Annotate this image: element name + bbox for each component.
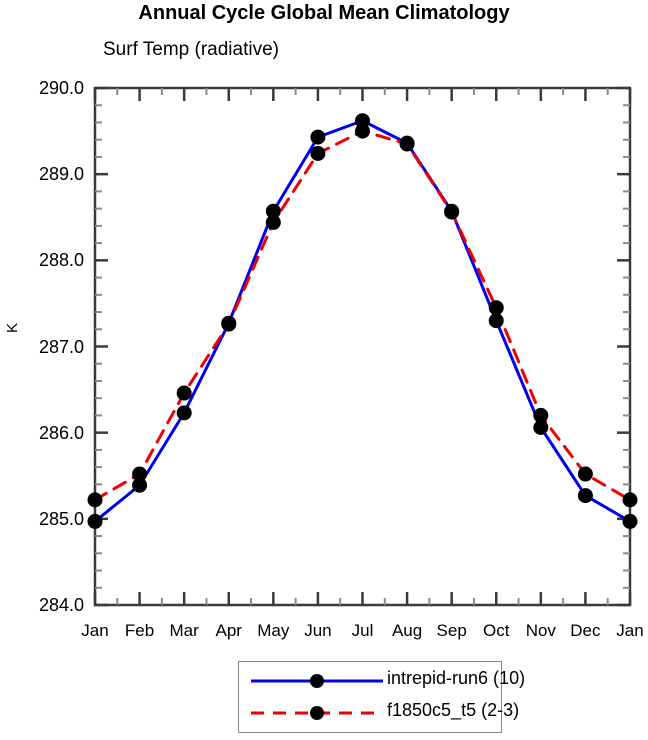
x-tick-label: Jan [616,621,644,640]
y-tick-label: 290.0 [38,78,84,98]
x-tick-label: Nov [525,621,556,640]
y-tick-label: 286.0 [38,422,84,443]
data-point [132,477,148,493]
y-tick-label: 287.0 [38,336,84,357]
data-point [87,492,103,508]
legend-item-1[interactable]: f1850c5_t5 (2-3) [239,698,519,728]
y-tick-label: 284.0 [38,595,84,615]
data-point [622,513,638,529]
data-point [265,203,281,219]
legend-swatch-series-1 [251,706,383,720]
data-point [577,466,593,482]
data-point [533,420,549,435]
data-point [310,129,326,145]
x-tick-label: Jun [304,621,332,640]
chart-subtitle: Surf Temp (radiative) [103,39,279,60]
x-tick-label: Oct [483,621,510,640]
x-tick-label: Apr [215,621,242,640]
x-tick-label: Jan [81,621,109,640]
data-point [488,300,504,316]
series-line-1 [93,129,632,502]
data-point [577,488,593,504]
data-point [310,145,326,161]
data-point [355,123,370,139]
data-point [355,113,370,129]
x-tick-label: May [257,621,290,640]
series-line-0 [93,119,632,523]
x-tick-label: Aug [391,621,423,640]
legend-swatch-series-0 [251,674,383,688]
data-point [87,513,103,529]
data-point [176,405,192,421]
legend-item-0[interactable]: intrepid-run6 (10) [239,666,525,696]
legend: intrepid-run6 (10) f1850c5_t5 (2-3) [238,661,525,733]
data-point [221,316,237,332]
x-tick-label: Jul [351,621,374,640]
data-point [399,136,415,152]
y-tick-label: 289.0 [38,164,84,185]
x-tick-label: Mar [169,621,199,640]
data-point [132,466,148,482]
x-tick-label: Sep [436,621,467,640]
data-point [444,204,460,220]
data-point [265,214,281,230]
legend-label-series-1: f1850c5_t5 (2-3) [387,700,520,720]
legend-label-series-0: intrepid-run6 (10) [387,668,526,688]
data-point [488,313,504,329]
x-tick-label: Dec [570,621,601,640]
y-tick-label: 285.0 [38,508,84,529]
data-point [533,407,549,423]
data-point [176,385,192,401]
data-point [622,492,638,508]
plot-frame [93,86,632,607]
chart-title: Annual Cycle Global Mean Climatology [138,2,510,24]
x-tick-label: Feb [124,621,155,640]
y-tick-label: 288.0 [38,250,84,271]
